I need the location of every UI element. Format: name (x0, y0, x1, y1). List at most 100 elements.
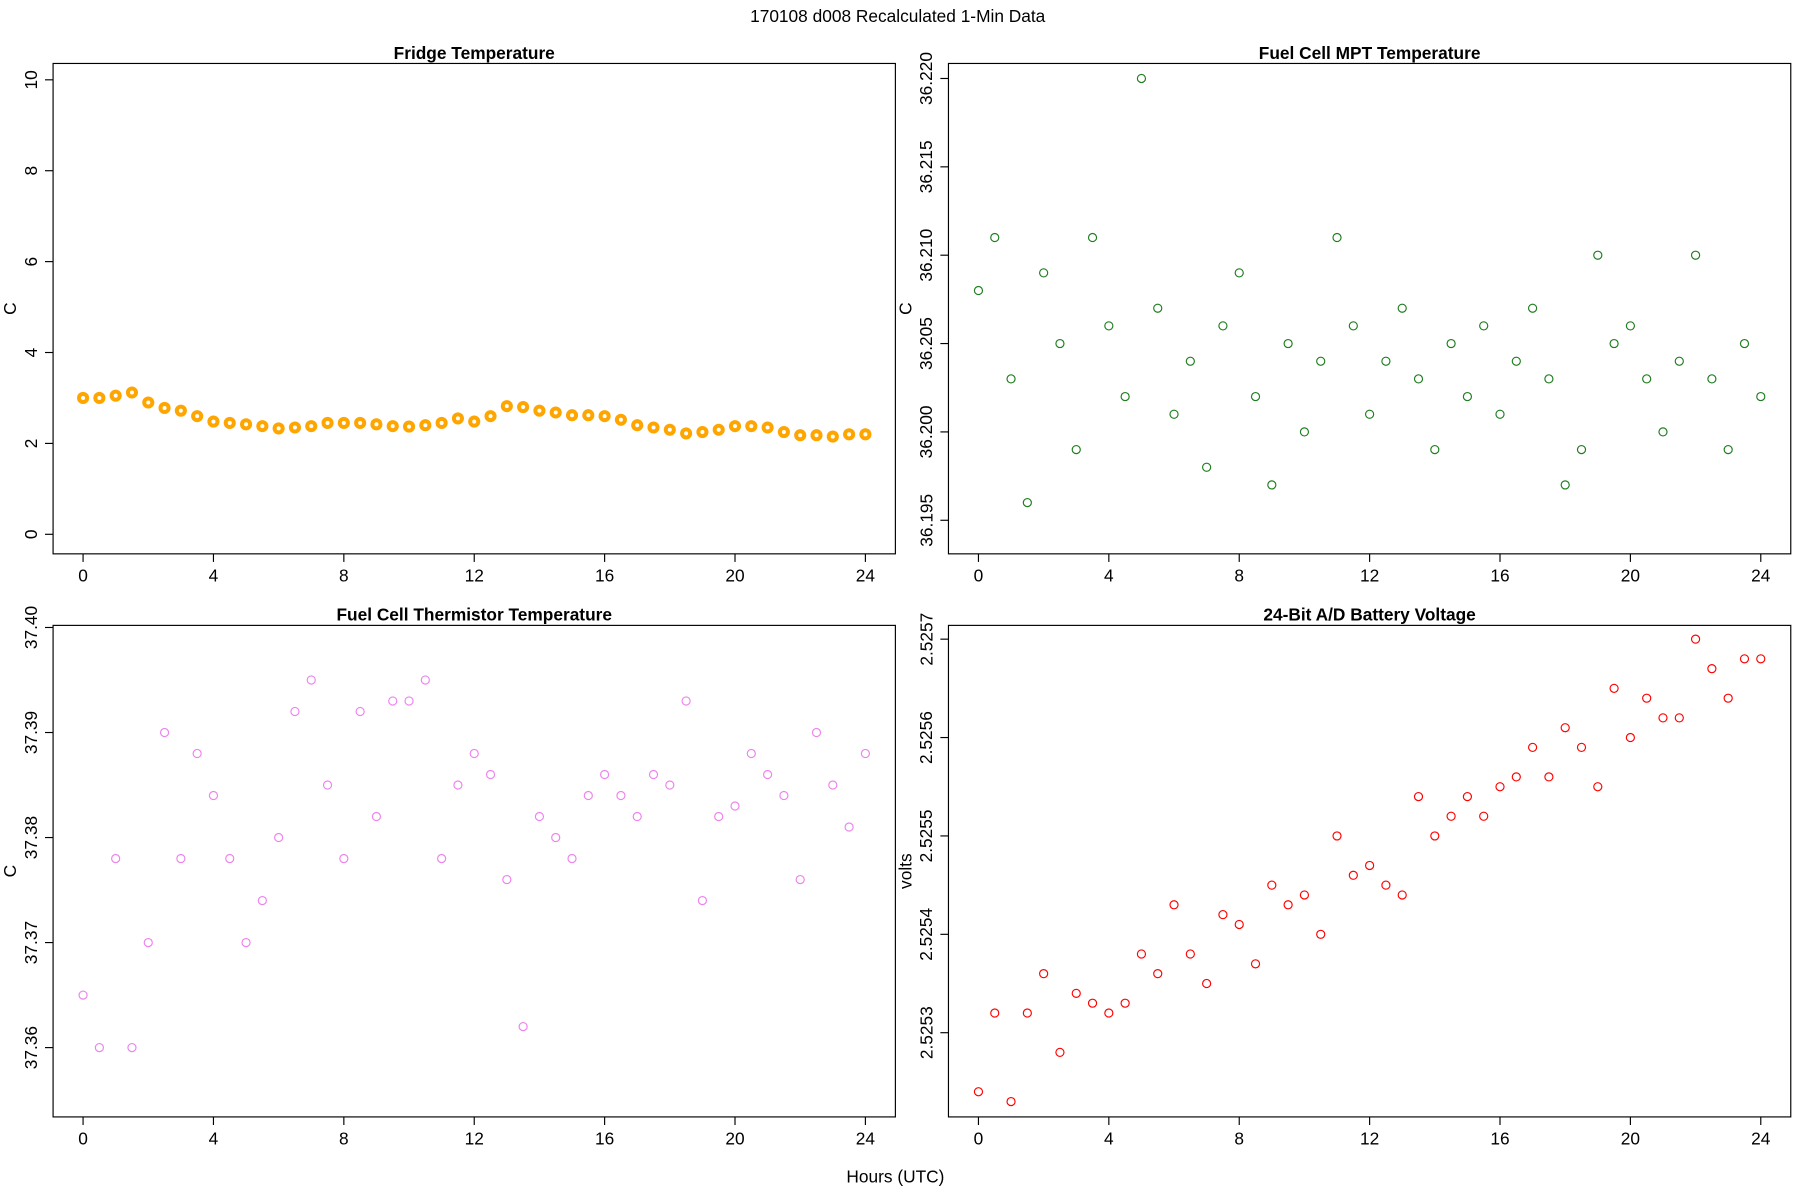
point (1381, 356, 1391, 366)
point (680, 427, 693, 440)
point (810, 429, 823, 442)
point (288, 421, 302, 434)
point (1169, 900, 1179, 910)
point (241, 937, 251, 948)
panel: Fuel Cell MPT Temperature C 0 4 8 12 16 20 24 36.… (895, 43, 1792, 585)
point (745, 420, 758, 433)
point (1511, 356, 1521, 366)
point (223, 416, 236, 430)
point (600, 769, 610, 780)
point (111, 853, 121, 864)
x-tick-label: 12 (465, 565, 484, 585)
point (582, 409, 595, 422)
point (616, 790, 626, 801)
point (1690, 634, 1701, 644)
y-tick-label: 2.5253 (916, 1006, 936, 1059)
point (1462, 791, 1473, 802)
point (1544, 772, 1554, 782)
point (990, 232, 1000, 243)
x-tick-label: 20 (1621, 565, 1640, 585)
x-tick-label: 24 (1751, 1129, 1771, 1149)
point (730, 801, 740, 811)
point (208, 790, 219, 801)
point (143, 937, 153, 948)
point (712, 423, 725, 436)
point (404, 696, 414, 706)
point (159, 727, 170, 738)
point (1495, 409, 1505, 419)
point (1707, 664, 1717, 674)
point (1609, 338, 1619, 349)
point (1022, 497, 1032, 508)
point (1202, 462, 1212, 472)
x-tick-label: 24 (1751, 565, 1771, 585)
point (533, 404, 546, 417)
point (647, 421, 660, 434)
x-tick-label: 16 (595, 1129, 614, 1149)
point (158, 401, 171, 415)
y-tick-label: 2.5255 (916, 809, 936, 862)
y-tick-label: 2.5257 (916, 613, 936, 666)
point (109, 389, 122, 402)
x-tick-label: 8 (1234, 565, 1244, 585)
point (322, 780, 333, 790)
y-axis-label: volts (895, 853, 915, 889)
point (1332, 831, 1342, 841)
x-axis-label: Hours (UTC) (846, 1167, 944, 1187)
point (1495, 782, 1505, 792)
point (1430, 444, 1440, 455)
point (1413, 374, 1424, 384)
point (551, 832, 561, 843)
y-tick-label: 4 (21, 347, 41, 357)
plot-frame (947, 624, 1792, 1118)
point (354, 416, 367, 430)
chart-title: Fuel Cell MPT Temperature (1259, 43, 1481, 63)
x-tick-label: 8 (339, 565, 349, 585)
point (142, 396, 155, 409)
panel: Fuel Cell Thermistor Temperature C 0 4 8 12 16… (0, 605, 896, 1149)
x-tick-label: 4 (1104, 565, 1114, 585)
suptitle: 170108 d008 Recalculated 1-Min Data (750, 6, 1046, 26)
point (257, 895, 267, 906)
point (990, 1008, 1000, 1018)
point (714, 811, 724, 822)
point (1756, 654, 1766, 664)
point (1202, 978, 1212, 989)
y-axis-label: C (0, 865, 20, 878)
point (795, 874, 805, 885)
point (1022, 1008, 1032, 1018)
x-tick-label: 12 (465, 1129, 484, 1149)
point (176, 853, 186, 864)
point (549, 406, 562, 419)
point (762, 769, 773, 780)
point (1397, 890, 1407, 900)
point (1658, 713, 1668, 723)
y-tick-label: 37.40 (21, 606, 41, 649)
y-tick-label: 6 (21, 257, 41, 267)
y-axis-label: C (0, 302, 20, 314)
point (567, 853, 577, 864)
point (859, 428, 872, 441)
chart-title: Fridge Temperature (394, 43, 556, 63)
point (435, 416, 448, 430)
point (794, 429, 807, 442)
point (1153, 303, 1163, 313)
y-tick-label: 36.220 (916, 52, 936, 105)
x-tick-label: 4 (209, 1129, 219, 1149)
point (1576, 444, 1587, 455)
point (1527, 742, 1538, 752)
point (1446, 338, 1456, 349)
point (1527, 303, 1538, 313)
point (1250, 959, 1261, 969)
point (517, 400, 530, 414)
point (534, 811, 545, 822)
point (696, 425, 709, 439)
x-tick-label: 0 (974, 565, 984, 585)
point (1707, 374, 1717, 384)
y-tick-label: 36.215 (916, 140, 936, 193)
point (1625, 321, 1636, 331)
point (1316, 929, 1326, 939)
x-tick-label: 4 (1104, 1129, 1114, 1149)
point (1723, 693, 1733, 703)
